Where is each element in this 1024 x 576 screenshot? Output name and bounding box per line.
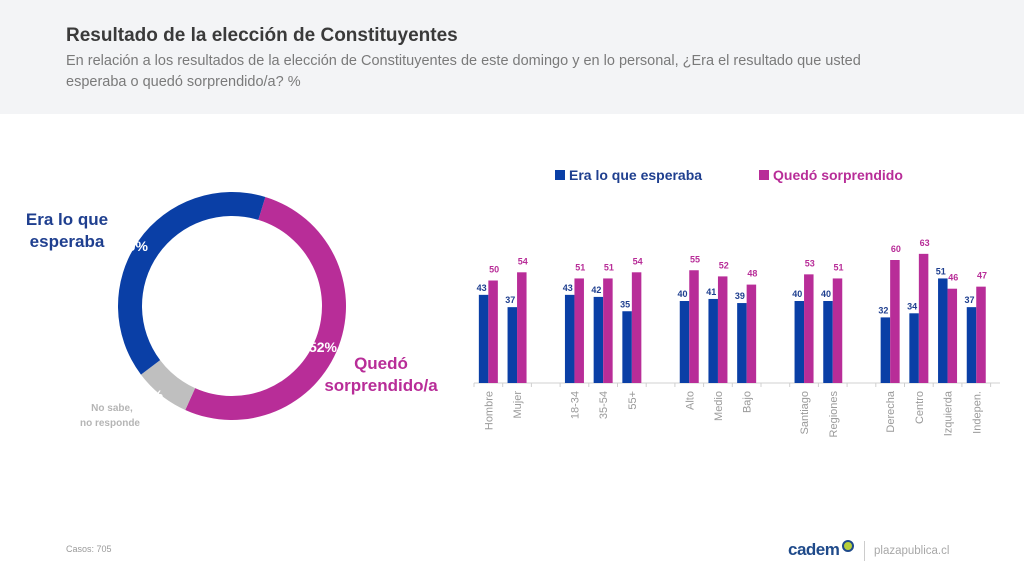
- data-label-expected: 42: [591, 285, 601, 295]
- x-tick-label: Bajo: [742, 391, 754, 413]
- data-label-surprised: 47: [977, 271, 987, 281]
- data-label-expected: 40: [821, 289, 831, 299]
- bar-expected: [823, 301, 833, 383]
- bar-surprised: [631, 272, 642, 383]
- data-label-expected: 35: [620, 299, 630, 309]
- data-label-expected: 51: [936, 266, 946, 276]
- x-tick-label: 55+: [627, 391, 639, 410]
- bar-expected: [909, 313, 919, 383]
- data-label-expected: 43: [563, 283, 573, 293]
- data-label-surprised: 50: [489, 265, 499, 275]
- legend-label: Quedó sorprendido: [773, 167, 903, 183]
- donut-slice-expected: [118, 192, 266, 375]
- donut-category-label: No sabe,: [91, 403, 133, 414]
- data-label-surprised: 55: [690, 254, 700, 264]
- donut-slice-no-answer: [140, 360, 196, 410]
- bar-surprised: [488, 280, 498, 383]
- x-tick-label: Indepen.: [971, 391, 983, 434]
- x-tick-label: Hombre: [483, 391, 495, 430]
- data-label-expected: 32: [878, 305, 888, 315]
- bar-surprised: [918, 253, 929, 383]
- data-label-expected: 41: [706, 287, 716, 297]
- bar-surprised: [890, 260, 900, 383]
- x-tick-label: Derecha: [885, 390, 897, 432]
- donut-value-label: 8%: [143, 387, 164, 403]
- data-label-surprised: 63: [920, 238, 930, 248]
- data-label-surprised: 51: [604, 262, 614, 272]
- data-label-expected: 40: [792, 289, 802, 299]
- x-tick-label: Alto: [684, 391, 696, 410]
- bar-expected: [622, 311, 632, 383]
- data-label-expected: 40: [677, 289, 687, 299]
- bar-surprised: [574, 278, 584, 383]
- bar-surprised: [717, 276, 728, 383]
- data-label-surprised: 54: [518, 256, 528, 266]
- legend-swatch-expected: [555, 170, 565, 180]
- data-label-expected: 37: [505, 295, 515, 305]
- x-tick-label: 18-34: [569, 391, 581, 419]
- x-tick-label: Medio: [713, 391, 725, 421]
- x-tick-label: Mujer: [512, 391, 524, 419]
- x-tick-label: Centro: [914, 391, 926, 424]
- bar-expected: [708, 298, 718, 383]
- header-band: [0, 0, 1024, 114]
- data-label-surprised: 46: [948, 273, 958, 283]
- cadem-logo-icon: [842, 540, 854, 552]
- legend-swatch-surprised: [759, 170, 769, 180]
- data-label-surprised: 51: [833, 262, 843, 272]
- bar-surprised: [832, 278, 843, 383]
- legend-label: Era lo que esperaba: [569, 167, 702, 183]
- data-label-expected: 43: [477, 283, 487, 293]
- bar-surprised: [746, 284, 757, 383]
- donut-value-label: 40%: [120, 238, 149, 254]
- bar-expected: [679, 301, 690, 383]
- bar-surprised: [603, 278, 613, 383]
- donut-category-label: no responde: [80, 418, 140, 429]
- data-label-surprised: 48: [747, 269, 757, 279]
- bar-expected: [880, 317, 891, 383]
- bar-expected: [507, 307, 518, 383]
- page-title: Resultado de la elección de Constituyent…: [66, 25, 458, 46]
- donut-category-label: sorprendido/a: [324, 376, 438, 395]
- bar-expected: [478, 294, 489, 383]
- bar-surprised: [947, 288, 958, 383]
- bar-expected: [737, 303, 747, 383]
- casos-value: 705: [96, 544, 112, 554]
- donut-slice-surprised: [185, 196, 346, 420]
- site-url: plazapublica.cl: [874, 545, 950, 557]
- x-tick-label: 35-54: [598, 391, 610, 419]
- donut-category-label: esperaba: [30, 232, 105, 251]
- data-label-surprised: 54: [633, 256, 643, 266]
- sample-size: Casos: 705: [66, 544, 112, 554]
- donut-category-label: Quedó: [354, 354, 408, 373]
- bar-surprised: [804, 274, 814, 383]
- data-label-surprised: 52: [719, 260, 729, 270]
- x-tick-label: Santiago: [799, 391, 811, 434]
- x-tick-label: Izquierda: [943, 390, 955, 436]
- data-label-surprised: 60: [891, 244, 901, 254]
- bar-expected: [593, 296, 604, 383]
- casos-label: Casos:: [66, 544, 95, 554]
- data-label-expected: 34: [907, 301, 917, 311]
- donut-value-label: 52%: [309, 339, 338, 355]
- bar-expected: [966, 307, 977, 383]
- data-label-expected: 39: [735, 291, 745, 301]
- bar-expected: [938, 278, 948, 383]
- data-label-surprised: 51: [575, 262, 585, 272]
- bar-surprised: [976, 286, 986, 383]
- bar-expected: [564, 294, 575, 383]
- bar-expected: [794, 301, 805, 383]
- data-label-surprised: 53: [805, 258, 815, 268]
- donut-category-label: Era lo que: [26, 210, 108, 229]
- data-label-expected: 37: [964, 295, 974, 305]
- bar-surprised: [517, 272, 527, 383]
- cadem-logo: cadem: [788, 540, 840, 559]
- x-tick-label: Regiones: [828, 391, 840, 438]
- bar-surprised: [689, 270, 699, 383]
- page-subtitle: En relación a los resultados de la elecc…: [66, 53, 861, 90]
- footer-divider: [864, 541, 865, 561]
